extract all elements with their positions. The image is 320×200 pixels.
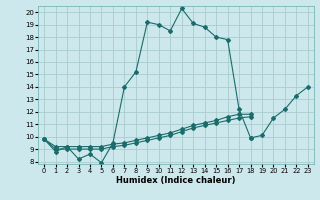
X-axis label: Humidex (Indice chaleur): Humidex (Indice chaleur) <box>116 176 236 185</box>
